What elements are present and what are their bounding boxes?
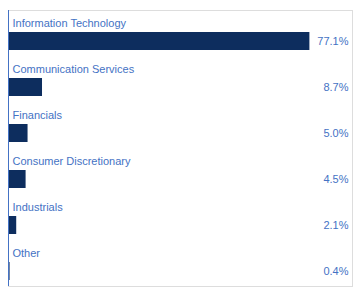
svg-text:Financials: Financials [13,109,63,121]
svg-text:Information Technology: Information Technology [13,17,127,29]
svg-text:5.0%: 5.0% [323,127,348,139]
svg-text:8.7%: 8.7% [323,81,348,93]
svg-text:Industrials: Industrials [13,201,64,213]
svg-text:0.4%: 0.4% [323,265,348,277]
svg-text:4.5%: 4.5% [323,173,348,185]
svg-text:2.1%: 2.1% [323,219,348,231]
svg-text:Communication Services: Communication Services [13,63,135,75]
svg-text:Consumer Discretionary: Consumer Discretionary [13,155,131,167]
svg-text:77.1%: 77.1% [317,35,348,47]
svg-text:Other: Other [13,247,41,259]
